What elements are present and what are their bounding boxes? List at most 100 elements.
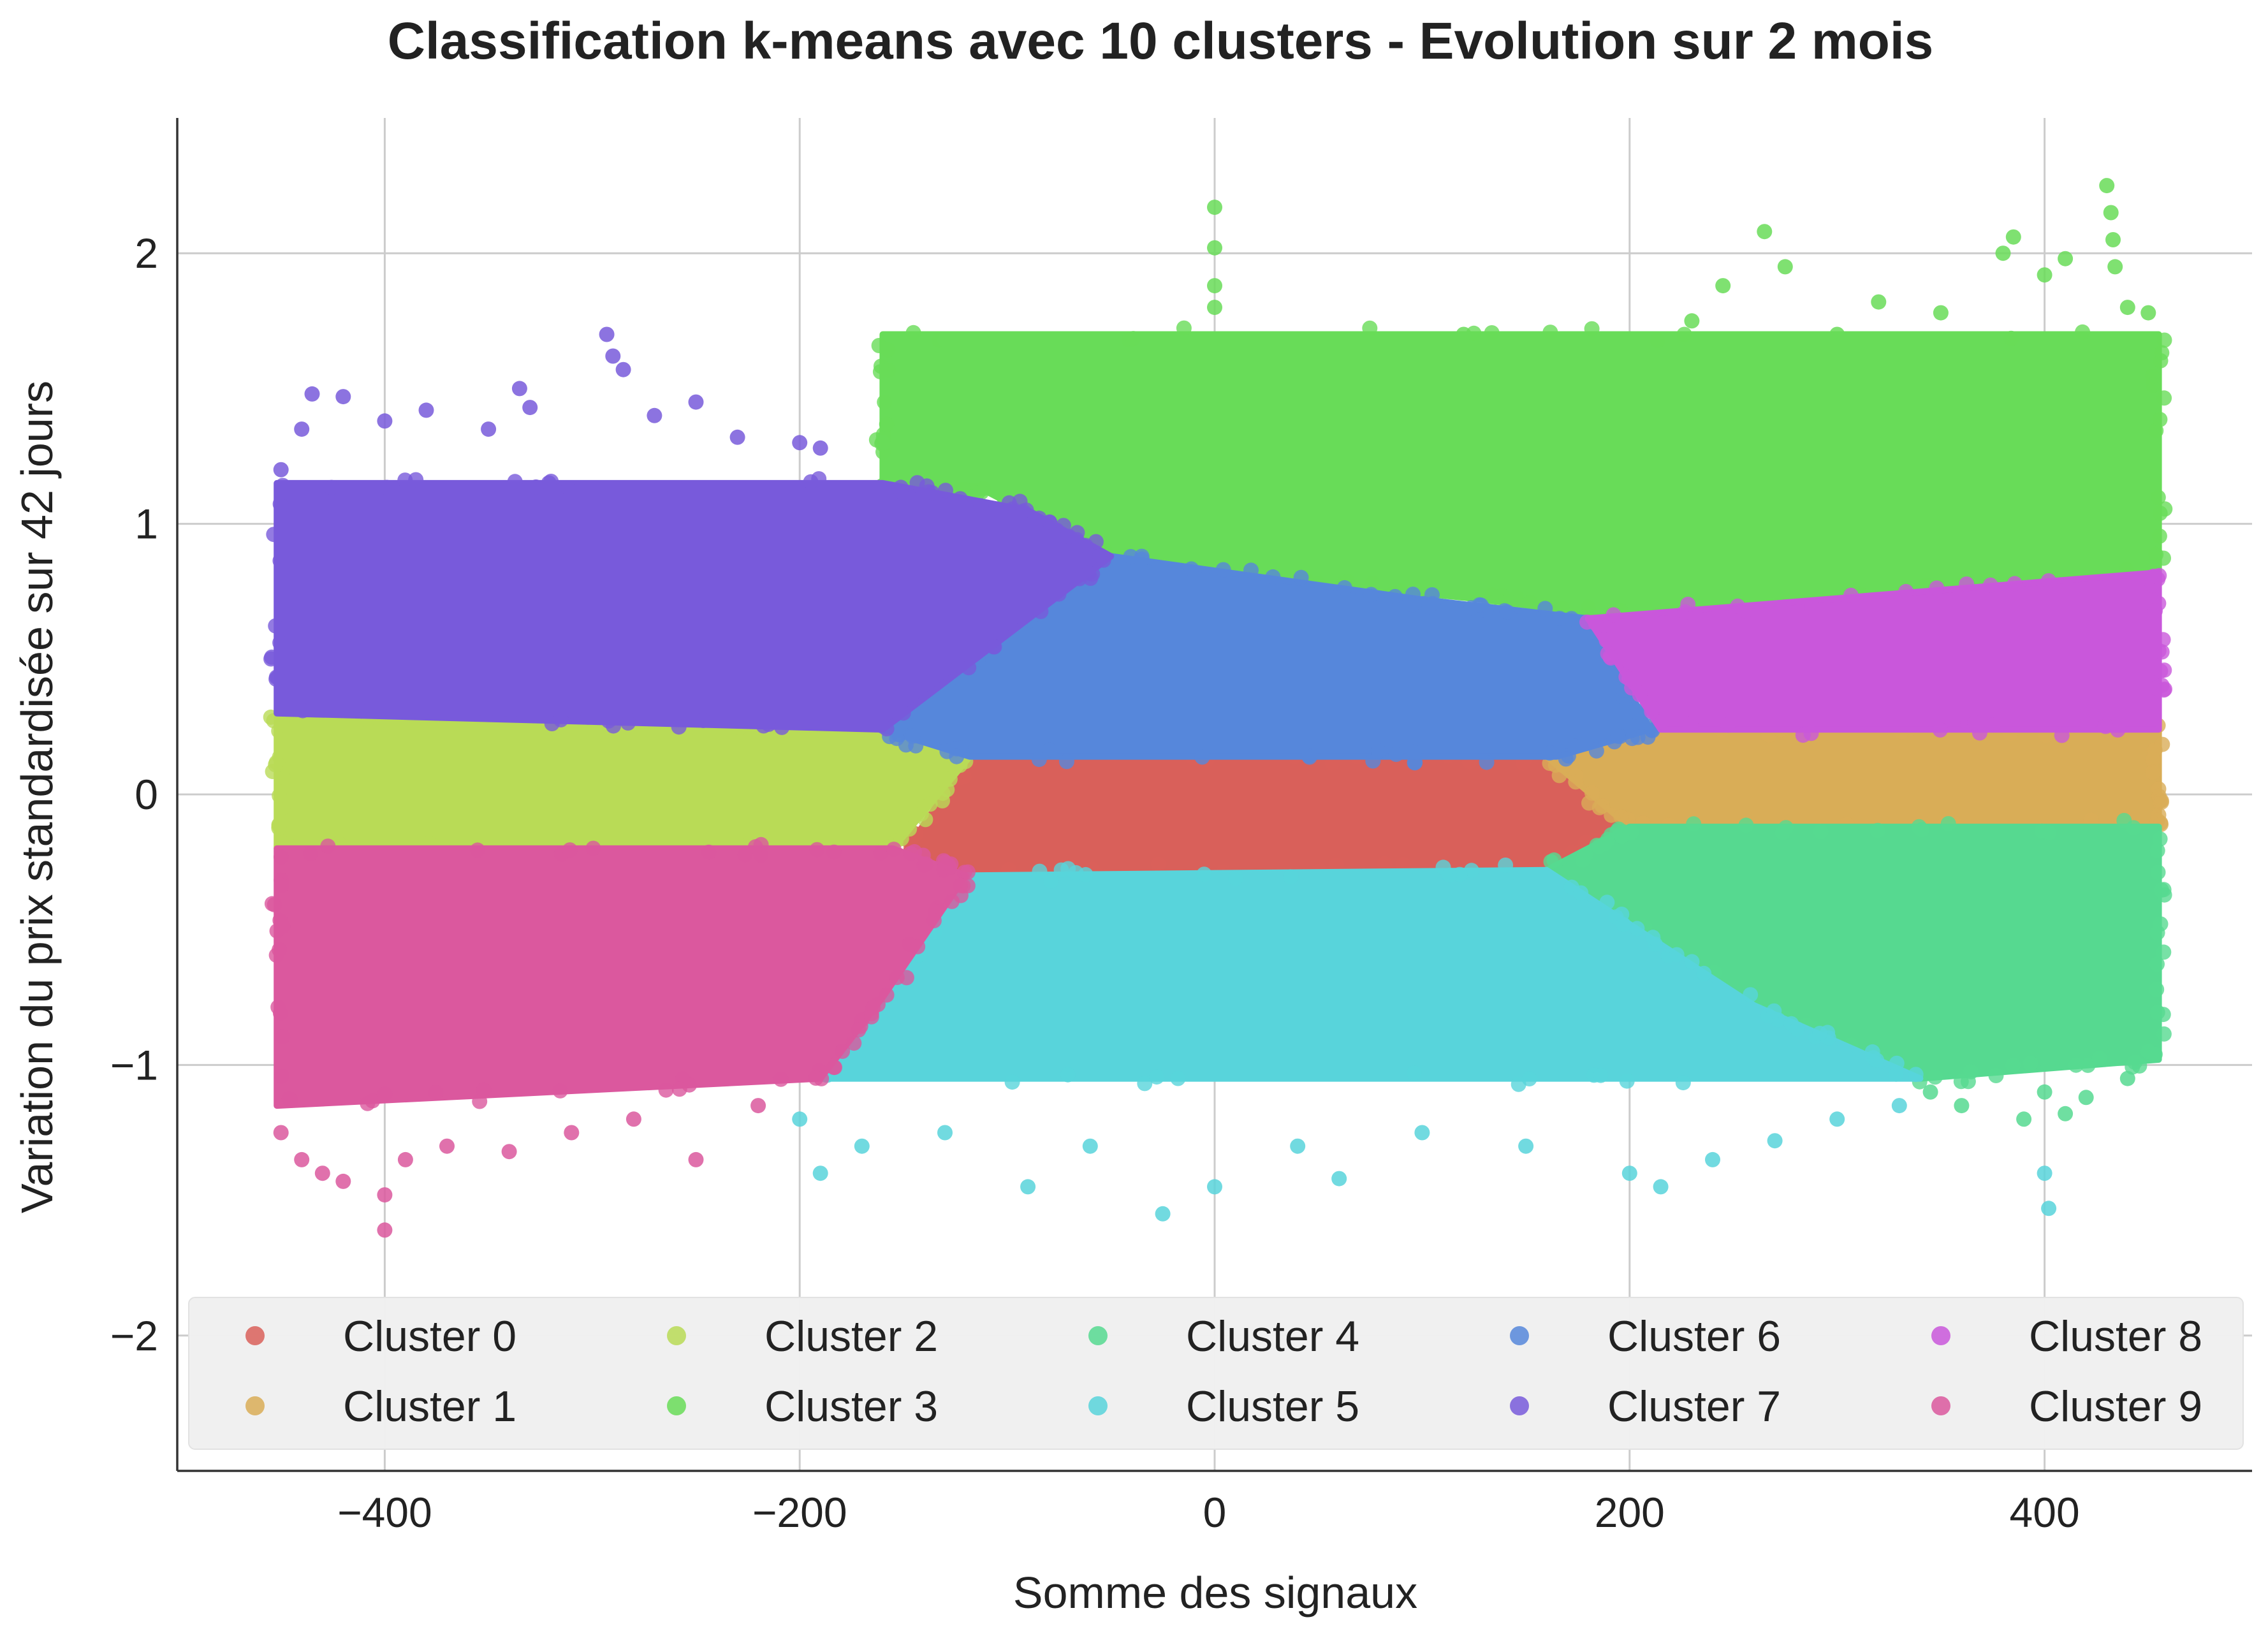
cluster-6-point (1243, 562, 1259, 578)
cluster-6-point (1059, 754, 1074, 770)
cluster-6-point (1134, 551, 1150, 567)
cluster-8-point (1602, 649, 1618, 665)
cluster-6-point (1031, 752, 1047, 768)
cluster-8-point (1606, 607, 1621, 623)
cluster-8-point (1644, 700, 1660, 716)
cluster-7-point (1051, 586, 1067, 602)
cluster-1-point (1620, 812, 1635, 828)
cluster-5-point (1891, 1098, 1907, 1114)
cluster-9-point (274, 1068, 290, 1084)
legend-label-cluster-1: Cluster 1 (343, 1382, 516, 1431)
cluster-9-point (658, 1082, 674, 1098)
cluster-8-point (2153, 663, 2169, 679)
cluster-5-point (1283, 869, 1299, 885)
cluster-3-point (2140, 305, 2156, 321)
cluster-0-region (889, 753, 1633, 873)
cluster-9-point (750, 1098, 766, 1114)
cluster-4-point (2156, 1026, 2172, 1042)
cluster-9-point (428, 1085, 444, 1100)
cluster-5-point (1889, 1055, 1905, 1071)
cluster-7-point (812, 440, 828, 456)
cluster-5-point (1869, 1053, 1885, 1068)
cluster-2-point (275, 800, 291, 815)
cluster-7-point (580, 709, 596, 725)
cluster-4-point (2016, 1111, 2032, 1127)
cluster-9-point (688, 1151, 704, 1167)
cluster-5-point (1743, 987, 1759, 1003)
x-tick-label: 0 (1203, 1489, 1227, 1536)
cluster-7-point (811, 471, 827, 486)
cluster-4-point (2149, 843, 2165, 859)
cluster-4-point (1543, 854, 1559, 870)
cluster-7-point (377, 413, 393, 429)
x-tick-label: −400 (337, 1489, 432, 1536)
cluster-7-point (647, 407, 662, 423)
cluster-4-point (2149, 924, 2165, 940)
cluster-7-point (734, 481, 750, 497)
cluster-8-point (2098, 719, 2114, 734)
cluster-9-point (264, 896, 280, 912)
cluster-7-point (879, 721, 895, 736)
cluster-6-point (1472, 597, 1488, 613)
cluster-5-point (1406, 1065, 1422, 1081)
cluster-4-point (2150, 865, 2166, 880)
cluster-6-point (1567, 738, 1583, 754)
cluster-6-point (1336, 580, 1352, 595)
cluster-6-point (1499, 604, 1515, 620)
cluster-4-point (1813, 824, 1829, 840)
cluster-9-point (562, 842, 578, 858)
cluster-5-point (937, 1125, 953, 1141)
cluster-7-point (895, 705, 911, 721)
cluster-3-point (1176, 320, 1192, 336)
cluster-7-point (304, 386, 320, 402)
cluster-7-point (274, 499, 289, 515)
cluster-5-point (1004, 1074, 1020, 1090)
legend-marker-cluster-0 (245, 1326, 265, 1345)
cluster-8-point (1680, 596, 1696, 612)
cluster-7-point (599, 326, 615, 342)
cluster-4-point (2034, 823, 2050, 839)
cluster-5-point (2041, 1201, 2057, 1216)
cluster-8-point (1898, 583, 1914, 599)
cluster-5-point (1060, 1067, 1076, 1083)
cluster-7-point (408, 472, 424, 488)
legend-marker-cluster-9 (1931, 1396, 1950, 1415)
cluster-5-point (1767, 1133, 1783, 1149)
cluster-5-point (1653, 1179, 1669, 1195)
cluster-4-point (1738, 817, 1754, 833)
cluster-9-point (873, 845, 889, 861)
cluster-6-point (1042, 742, 1057, 758)
cluster-8-point (2156, 682, 2172, 698)
cluster-9-point (944, 893, 960, 909)
cluster-3-point (880, 342, 896, 358)
cluster-8-point (2110, 722, 2126, 738)
legend-marker-cluster-1 (245, 1396, 265, 1415)
cluster-6-point (1265, 569, 1281, 585)
cluster-6-point (1630, 705, 1646, 720)
cluster-0-point (1150, 856, 1166, 872)
cluster-4-point (2023, 1055, 2038, 1071)
cluster-7-point (335, 389, 351, 405)
cluster-3-point (2156, 550, 2171, 566)
cluster-9-point (335, 1173, 351, 1189)
cluster-7-point (921, 484, 937, 500)
legend-label-cluster-5: Cluster 5 (1186, 1382, 1359, 1431)
cluster-5-point (1521, 1071, 1537, 1086)
cluster-3-point (937, 332, 953, 347)
cluster-9-point (886, 842, 902, 858)
cluster-8-point (1730, 598, 1746, 614)
cluster-3-point (2154, 345, 2170, 361)
cluster-1-point (2153, 794, 2169, 810)
cluster-7-point (481, 421, 497, 437)
cluster-8-point (1932, 722, 1948, 738)
cluster-3-point (1523, 595, 1539, 611)
cluster-5-point (792, 1111, 808, 1127)
x-tick-label: −200 (752, 1489, 847, 1536)
cluster-6-point (1388, 747, 1404, 763)
cluster-4-point (1940, 816, 1956, 831)
cluster-5-point (1137, 1076, 1153, 1092)
cluster-4-point (2080, 1057, 2096, 1073)
cluster-6-point (1479, 754, 1495, 770)
cluster-5-point (1518, 1138, 1534, 1154)
